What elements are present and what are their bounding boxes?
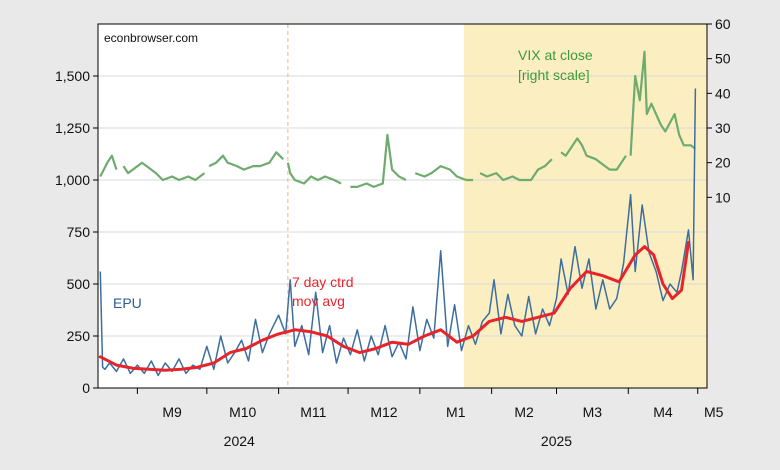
month-label: M11 [300, 404, 326, 420]
vix-series-segment [99, 154, 118, 177]
x-axis: M9 M10 M11 M12 M1 M2 M3 M4 M5 2024 2025 [136, 388, 724, 449]
vix-series-segment [350, 133, 407, 188]
right-tick-label: 30 [715, 120, 731, 136]
left-tick-label: 250 [67, 328, 91, 344]
vix-annotation: VIX at close [right scale] [518, 47, 597, 83]
right-tick-label: 60 [715, 16, 731, 32]
vix-series-segment [479, 158, 553, 182]
left-tick-label: 750 [67, 224, 91, 240]
month-label: M2 [514, 404, 534, 420]
right-tick-label: 50 [715, 51, 731, 67]
month-label: M4 [653, 404, 673, 420]
vix-series-segment [286, 162, 342, 185]
mavg-series-line [98, 240, 690, 372]
plot-frame [97, 23, 708, 389]
right-tick-label: 20 [715, 155, 731, 171]
month-label: M10 [229, 404, 256, 420]
gridlines [98, 75, 707, 337]
month-label: M12 [370, 404, 397, 420]
epu-annotation: EPU [113, 295, 142, 311]
left-tick-label: 1,500 [55, 68, 90, 84]
year-label: 2025 [541, 433, 572, 449]
watermark: econbrowser.com [104, 31, 198, 45]
right-axis: 10 20 30 40 50 60 [707, 16, 731, 205]
left-tick-label: 0 [82, 380, 90, 396]
left-tick-label: 1,000 [55, 172, 90, 188]
month-label: M3 [583, 404, 603, 420]
mavg-annotation: 7 day ctrd mov avg [292, 274, 357, 309]
series-layer [98, 50, 697, 377]
shaded-region [463, 24, 707, 388]
month-label: M1 [446, 404, 466, 420]
vix-series-segment [560, 137, 627, 171]
month-label: M5 [704, 404, 724, 420]
left-tick-label: 500 [67, 276, 91, 292]
left-axis: 0 250 500 750 1,000 1,250 1,500 [55, 68, 98, 396]
vix-series-segment [122, 161, 206, 182]
right-tick-label: 10 [715, 189, 731, 205]
vix-series-segment [629, 50, 697, 156]
vix-series-segment [414, 165, 474, 182]
month-label: M9 [162, 404, 182, 420]
right-tick-label: 40 [715, 85, 731, 101]
vix-series-segment [208, 151, 284, 171]
year-label: 2024 [224, 433, 255, 449]
left-tick-label: 1,250 [55, 120, 90, 136]
